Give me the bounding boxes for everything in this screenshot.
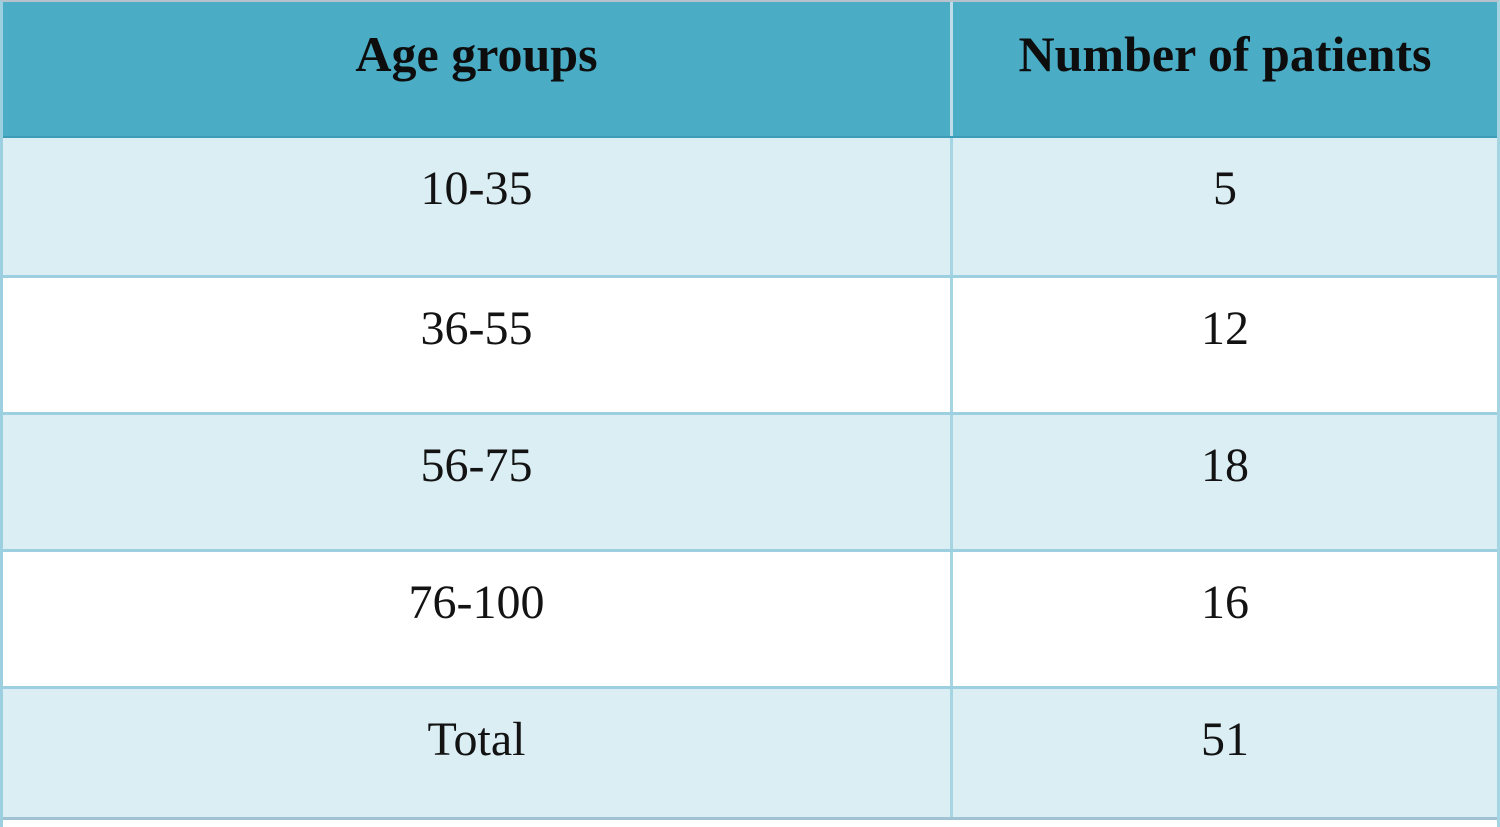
age-group-cell: 76-100	[3, 552, 953, 686]
total-count-cell: 51	[1201, 713, 1249, 766]
patient-count-cell: 16	[1201, 576, 1249, 629]
total-label-cell: Total	[3, 689, 953, 817]
table-row: 10-35 5	[3, 138, 1497, 275]
age-group-cell: 56-75	[3, 415, 953, 549]
table-row: 36-55 12	[3, 275, 1497, 412]
column-header-age-groups: Age groups	[3, 2, 953, 136]
column-header-number-of-patients: Number of patients	[1018, 26, 1432, 82]
table-total-row: Total 51	[3, 686, 1497, 820]
age-group-cell: 36-55	[3, 278, 953, 412]
table-header-row: Age groups Number of patients	[3, 2, 1497, 138]
table-row: 76-100 16	[3, 549, 1497, 686]
table-row: 56-75 18	[3, 412, 1497, 549]
patient-count-cell: 5	[1213, 162, 1237, 215]
patient-count-cell: 18	[1201, 439, 1249, 492]
patient-count-cell: 12	[1201, 302, 1249, 355]
age-group-cell: 10-35	[3, 138, 953, 275]
